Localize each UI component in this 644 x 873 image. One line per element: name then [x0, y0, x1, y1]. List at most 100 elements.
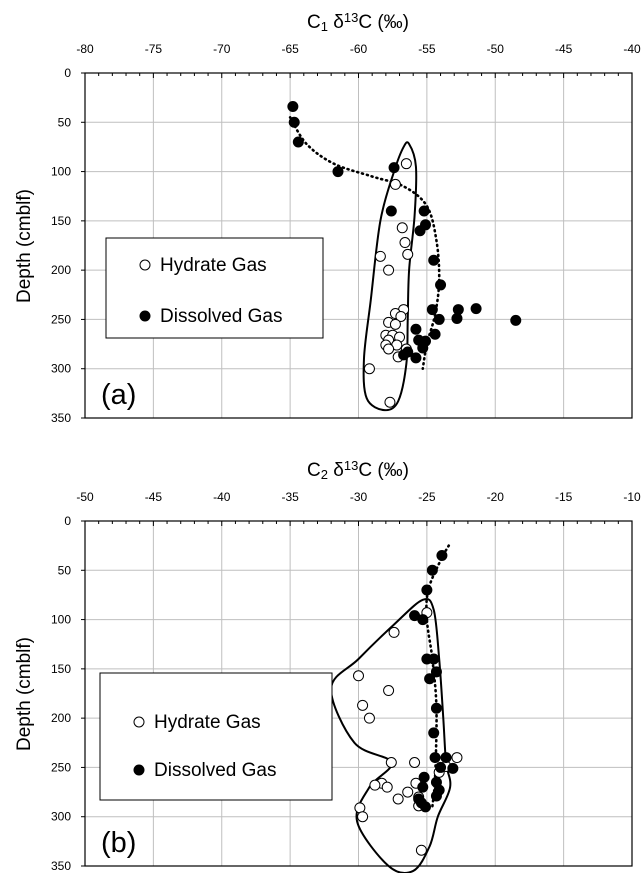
y-tick-label: 200 — [51, 711, 71, 725]
x-tick-label: -45 — [145, 490, 163, 504]
dissolved-gas-point — [428, 653, 440, 665]
x-tick-label: -80 — [76, 42, 94, 56]
panel-label: (b) — [101, 827, 136, 859]
legend-box — [99, 672, 333, 801]
y-tick-label: 50 — [58, 563, 72, 577]
hydrate-gas-point — [363, 712, 375, 724]
y-tick-label: 200 — [51, 263, 71, 277]
x-tick-label: -40 — [213, 490, 231, 504]
dissolved-gas-point — [440, 752, 452, 764]
legend-marker-dissolved — [139, 310, 151, 322]
x-axis-title: C1 δ13C (‰) — [307, 10, 409, 34]
hydrate-gas-point — [392, 793, 404, 805]
x-tick-label: -55 — [418, 42, 436, 56]
hydrate-gas-point — [389, 318, 401, 330]
hydrate-gas-series — [363, 158, 414, 408]
y-tick-label: 350 — [51, 859, 71, 873]
y-tick-label: 50 — [58, 115, 72, 129]
hydrate-gas-point — [396, 222, 408, 234]
y-tick-label: 100 — [51, 613, 71, 627]
y-tick-label: 250 — [51, 312, 71, 326]
legend: Hydrate Gas Dissolved Gas — [105, 237, 324, 339]
y-tick-label: 250 — [51, 760, 71, 774]
hydrate-gas-point — [389, 178, 401, 190]
chart-panel-1: -80 -75 -70 -65 -60 -55 -50 -45 -40 0 50 100 150 200 2… — [14, 10, 641, 425]
dissolved-gas-point — [332, 166, 344, 178]
x-tick-label: -50 — [487, 42, 505, 56]
dissolved-gas-point — [430, 790, 442, 802]
y-axis-title: Depth (cmblf) — [14, 637, 35, 751]
x-tick-label: -70 — [213, 42, 231, 56]
x-tick-label: -30 — [350, 490, 368, 504]
y-tick-label: 0 — [64, 514, 71, 528]
hydrate-gas-point — [395, 310, 407, 322]
dissolved-gas-point — [429, 328, 441, 340]
dissolved-gas-point — [430, 702, 442, 714]
dissolved-gas-point — [417, 781, 429, 793]
dissolved-gas-point — [451, 312, 463, 324]
hydrate-gas-point — [381, 781, 393, 793]
dissolved-gas-point — [421, 584, 433, 596]
hydrate-gas-point — [363, 363, 375, 375]
legend: Hydrate Gas Dissolved Gas — [99, 672, 333, 801]
dissolved-gas-point — [292, 136, 304, 148]
dissolved-gas-series — [409, 550, 459, 813]
dissolved-gas-point — [452, 304, 464, 316]
dissolved-gas-point — [398, 349, 410, 361]
dissolved-gas-point — [418, 771, 430, 783]
y-tick-label: 150 — [51, 214, 71, 228]
hydrate-gas-point — [353, 670, 364, 682]
y-tick-label: 100 — [51, 165, 71, 179]
y-tick-label: 350 — [51, 411, 71, 425]
dissolved-gas-point — [385, 205, 397, 217]
x-axis-title: C2 δ13C (‰) — [307, 458, 409, 482]
dissolved-gas-point — [436, 550, 448, 561]
x-tick-label: -45 — [555, 42, 573, 56]
dissolved-gas-point — [428, 727, 440, 739]
dissolved-gas-point — [430, 666, 442, 678]
chart-panel-2: -50 -45 -40 -35 -30 -25 -20 -15 -10 0 50 100 150 200 2… — [14, 458, 641, 873]
dissolved-gas-point — [435, 761, 447, 773]
dissolved-gas-point — [418, 205, 430, 217]
dissolved-gas-point — [447, 762, 459, 774]
hydrate-gas-point — [383, 343, 395, 355]
hydrate-gas-point — [415, 844, 427, 856]
y-tick-label: 150 — [51, 662, 71, 676]
legend-label-hydrate: Hydrate Gas — [154, 712, 261, 733]
hydrate-gas-point — [357, 811, 369, 823]
dissolved-gas-point — [287, 101, 299, 113]
dissolved-trend-curve — [288, 116, 441, 371]
hydrate-gas-point — [388, 626, 400, 638]
dissolved-gas-point — [417, 614, 429, 626]
hydrate-gas-point — [385, 757, 397, 768]
hydrate-gas-point — [451, 752, 463, 764]
legend-box — [105, 237, 324, 339]
dissolved-gas-point — [288, 116, 300, 128]
x-tick-label: -15 — [555, 490, 573, 504]
y-axis-title: Depth (cmblf) — [14, 189, 35, 303]
dissolved-gas-point — [417, 342, 429, 354]
hydrate-gas-point — [383, 264, 395, 276]
legend-marker-dissolved — [133, 764, 145, 776]
hydrate-gas-point — [409, 757, 421, 768]
x-tick-label: -60 — [350, 42, 368, 56]
legend-marker-hydrate — [139, 259, 151, 271]
hydrate-gas-point — [384, 396, 396, 408]
dissolved-gas-point — [420, 801, 432, 813]
hydrate-gas-point — [402, 786, 414, 798]
dissolved-gas-point — [435, 279, 447, 291]
dissolved-gas-point — [429, 752, 441, 764]
x-tick-label: -25 — [418, 490, 436, 504]
hydrate-gas-point — [369, 779, 381, 791]
legend-label-hydrate: Hydrate Gas — [160, 255, 267, 276]
dissolved-gas-point — [410, 323, 422, 335]
y-tick-label: 0 — [64, 66, 71, 80]
legend-marker-hydrate — [133, 716, 145, 728]
dissolved-gas-point — [426, 304, 438, 316]
dissolved-gas-point — [510, 314, 522, 326]
hydrate-gas-point — [374, 250, 386, 262]
panel-label: (a) — [101, 379, 136, 411]
hydrate-gas-point — [383, 685, 395, 697]
x-tick-label: -40 — [623, 42, 641, 56]
